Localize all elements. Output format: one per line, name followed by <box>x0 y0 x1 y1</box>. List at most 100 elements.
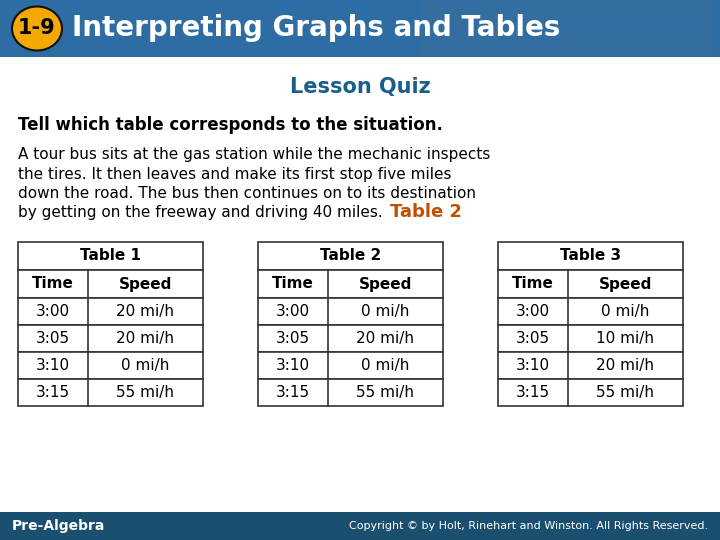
Bar <box>588 0 601 7</box>
Text: 20 mi/h: 20 mi/h <box>596 358 654 373</box>
Bar <box>672 20 685 31</box>
Text: Tell which table corresponds to the situation.: Tell which table corresponds to the situ… <box>18 116 443 134</box>
Bar <box>602 44 615 55</box>
Bar <box>18 298 203 325</box>
Bar <box>434 0 447 7</box>
Bar <box>532 8 545 19</box>
Text: A tour bus sits at the gas station while the mechanic inspects: A tour bus sits at the gas station while… <box>18 147 490 163</box>
Bar <box>0 512 720 540</box>
Text: 20 mi/h: 20 mi/h <box>117 331 174 346</box>
Bar <box>658 44 671 55</box>
Bar <box>700 0 713 7</box>
Bar <box>490 0 503 7</box>
Bar <box>490 44 503 55</box>
Bar <box>504 0 517 7</box>
Bar <box>258 270 443 298</box>
Text: Table 2: Table 2 <box>320 248 381 264</box>
Bar <box>588 8 601 19</box>
Bar <box>476 44 489 55</box>
Bar <box>462 8 475 19</box>
Bar <box>504 20 517 31</box>
Text: 3:00: 3:00 <box>276 304 310 319</box>
Text: Speed: Speed <box>119 276 172 292</box>
Bar <box>560 0 573 7</box>
Bar <box>258 242 443 270</box>
Bar <box>420 44 433 55</box>
Bar <box>498 298 683 325</box>
Bar <box>448 44 461 55</box>
Bar <box>644 0 657 7</box>
Bar <box>258 325 443 352</box>
Bar <box>658 8 671 19</box>
Bar <box>462 0 475 7</box>
Bar <box>518 8 531 19</box>
Text: 0 mi/h: 0 mi/h <box>361 304 410 319</box>
Text: Time: Time <box>272 276 314 292</box>
Bar <box>476 0 489 7</box>
Text: 55 mi/h: 55 mi/h <box>356 385 415 400</box>
Bar <box>498 352 683 379</box>
Text: 3:00: 3:00 <box>516 304 550 319</box>
Text: Copyright © by Holt, Rinehart and Winston. All Rights Reserved.: Copyright © by Holt, Rinehart and Winsto… <box>349 521 708 531</box>
Text: 3:10: 3:10 <box>36 358 70 373</box>
Bar <box>434 8 447 19</box>
Bar <box>498 242 683 270</box>
Bar <box>560 20 573 31</box>
Text: Table 2: Table 2 <box>390 203 462 221</box>
Bar <box>18 270 203 298</box>
Text: 3:00: 3:00 <box>36 304 70 319</box>
Bar <box>504 32 517 43</box>
Bar <box>616 32 629 43</box>
Bar <box>532 44 545 55</box>
Text: Pre-Algebra: Pre-Algebra <box>12 519 105 533</box>
Bar <box>18 242 203 270</box>
Bar <box>602 20 615 31</box>
Bar <box>616 44 629 55</box>
Bar <box>672 8 685 19</box>
Bar <box>476 20 489 31</box>
Text: 20 mi/h: 20 mi/h <box>356 331 415 346</box>
Bar <box>498 325 683 352</box>
Bar <box>546 44 559 55</box>
Bar <box>658 0 671 7</box>
Bar <box>574 20 587 31</box>
Bar <box>258 352 443 379</box>
Bar <box>672 44 685 55</box>
Text: Table 3: Table 3 <box>560 248 621 264</box>
Bar <box>420 0 433 7</box>
Bar <box>448 0 461 7</box>
Bar <box>616 0 629 7</box>
Bar <box>630 44 643 55</box>
Bar <box>532 20 545 31</box>
Bar <box>602 8 615 19</box>
Bar <box>574 32 587 43</box>
Bar <box>588 32 601 43</box>
Bar <box>672 32 685 43</box>
Text: 3:10: 3:10 <box>276 358 310 373</box>
Bar <box>686 32 699 43</box>
Bar <box>546 20 559 31</box>
Bar <box>490 8 503 19</box>
Text: Interpreting Graphs and Tables: Interpreting Graphs and Tables <box>72 15 560 43</box>
Ellipse shape <box>12 6 62 51</box>
Bar <box>602 0 615 7</box>
Bar <box>462 20 475 31</box>
Bar <box>546 32 559 43</box>
Text: 3:05: 3:05 <box>36 331 70 346</box>
Text: 3:05: 3:05 <box>516 331 550 346</box>
Bar <box>490 32 503 43</box>
Bar <box>518 44 531 55</box>
Text: 3:15: 3:15 <box>516 385 550 400</box>
Bar <box>700 32 713 43</box>
Bar <box>434 20 447 31</box>
Bar <box>434 44 447 55</box>
Text: 20 mi/h: 20 mi/h <box>117 304 174 319</box>
Bar <box>476 32 489 43</box>
Bar <box>574 44 587 55</box>
Bar <box>448 8 461 19</box>
Bar <box>700 44 713 55</box>
Bar <box>644 20 657 31</box>
Text: Lesson Quiz: Lesson Quiz <box>289 77 431 97</box>
Text: Speed: Speed <box>599 276 652 292</box>
Text: the tires. It then leaves and make its first stop five miles: the tires. It then leaves and make its f… <box>18 166 451 181</box>
